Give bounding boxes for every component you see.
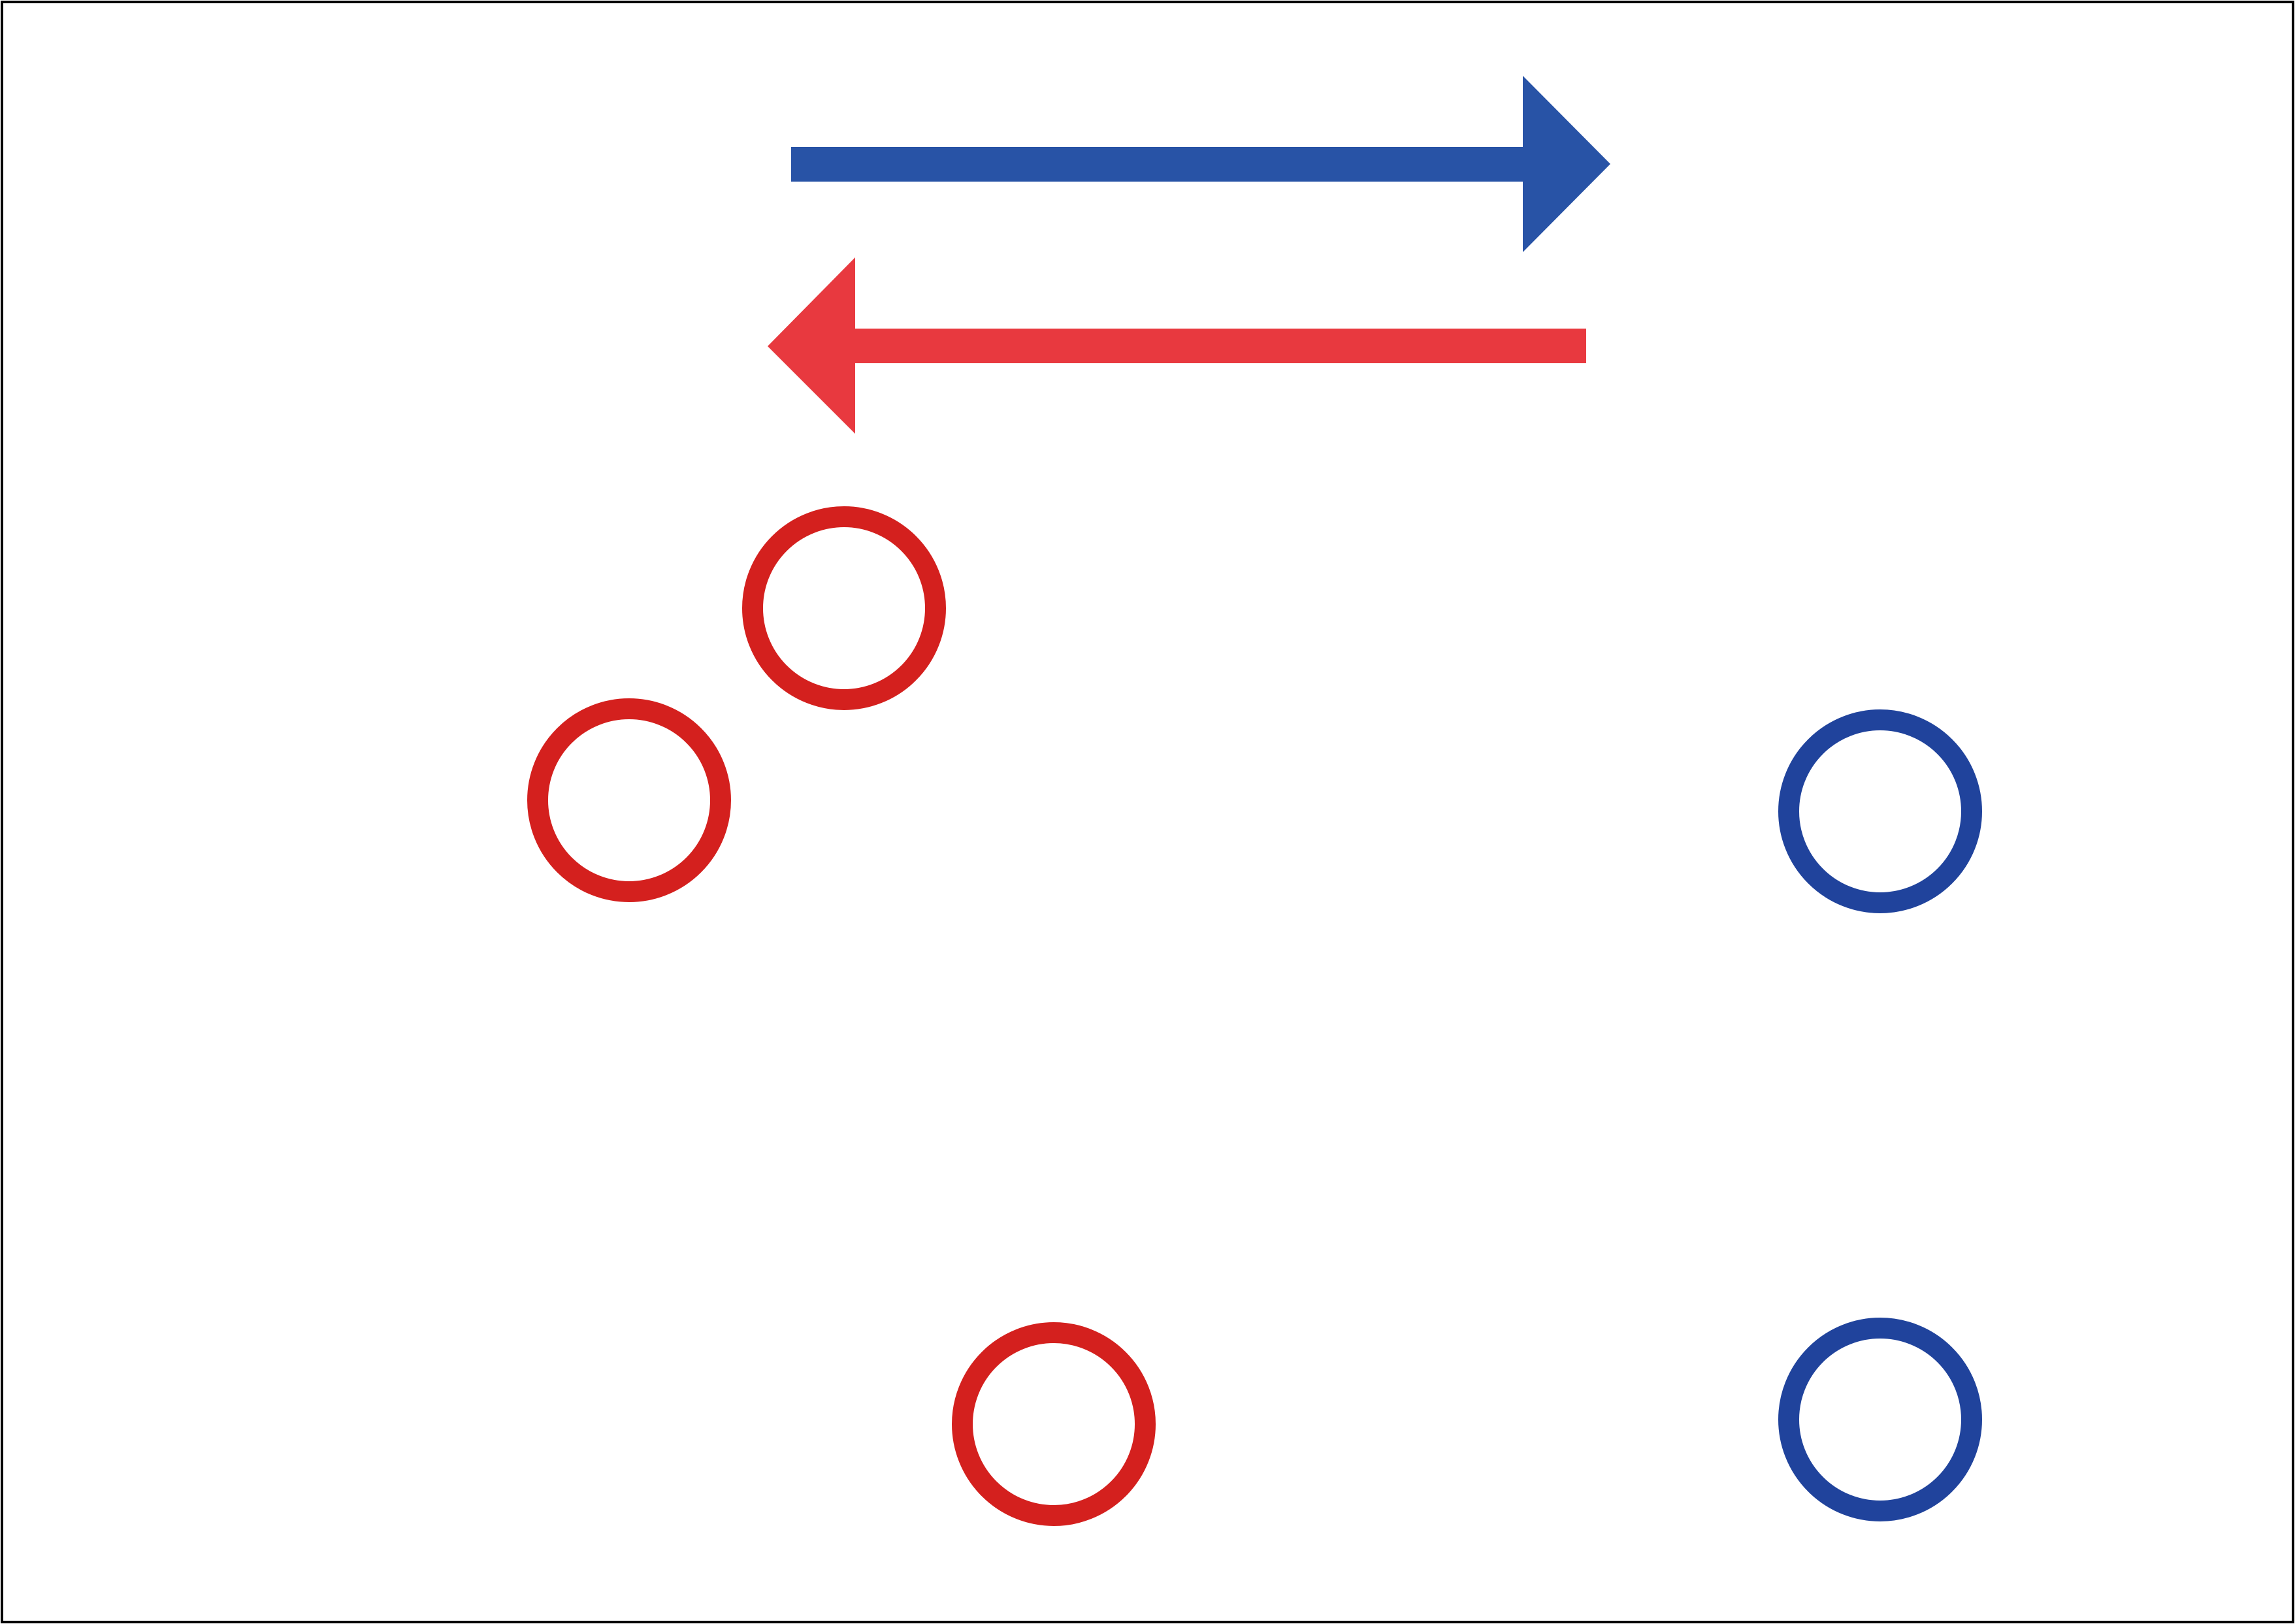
red-circle bbox=[742, 506, 946, 710]
red-arrow-left bbox=[768, 257, 1586, 434]
red-circle bbox=[527, 698, 731, 902]
blue-circle bbox=[1778, 1318, 1982, 1521]
blue-circle bbox=[1778, 709, 1982, 913]
red-circle bbox=[952, 1322, 1156, 1526]
blue-arrow-right bbox=[791, 76, 1610, 252]
